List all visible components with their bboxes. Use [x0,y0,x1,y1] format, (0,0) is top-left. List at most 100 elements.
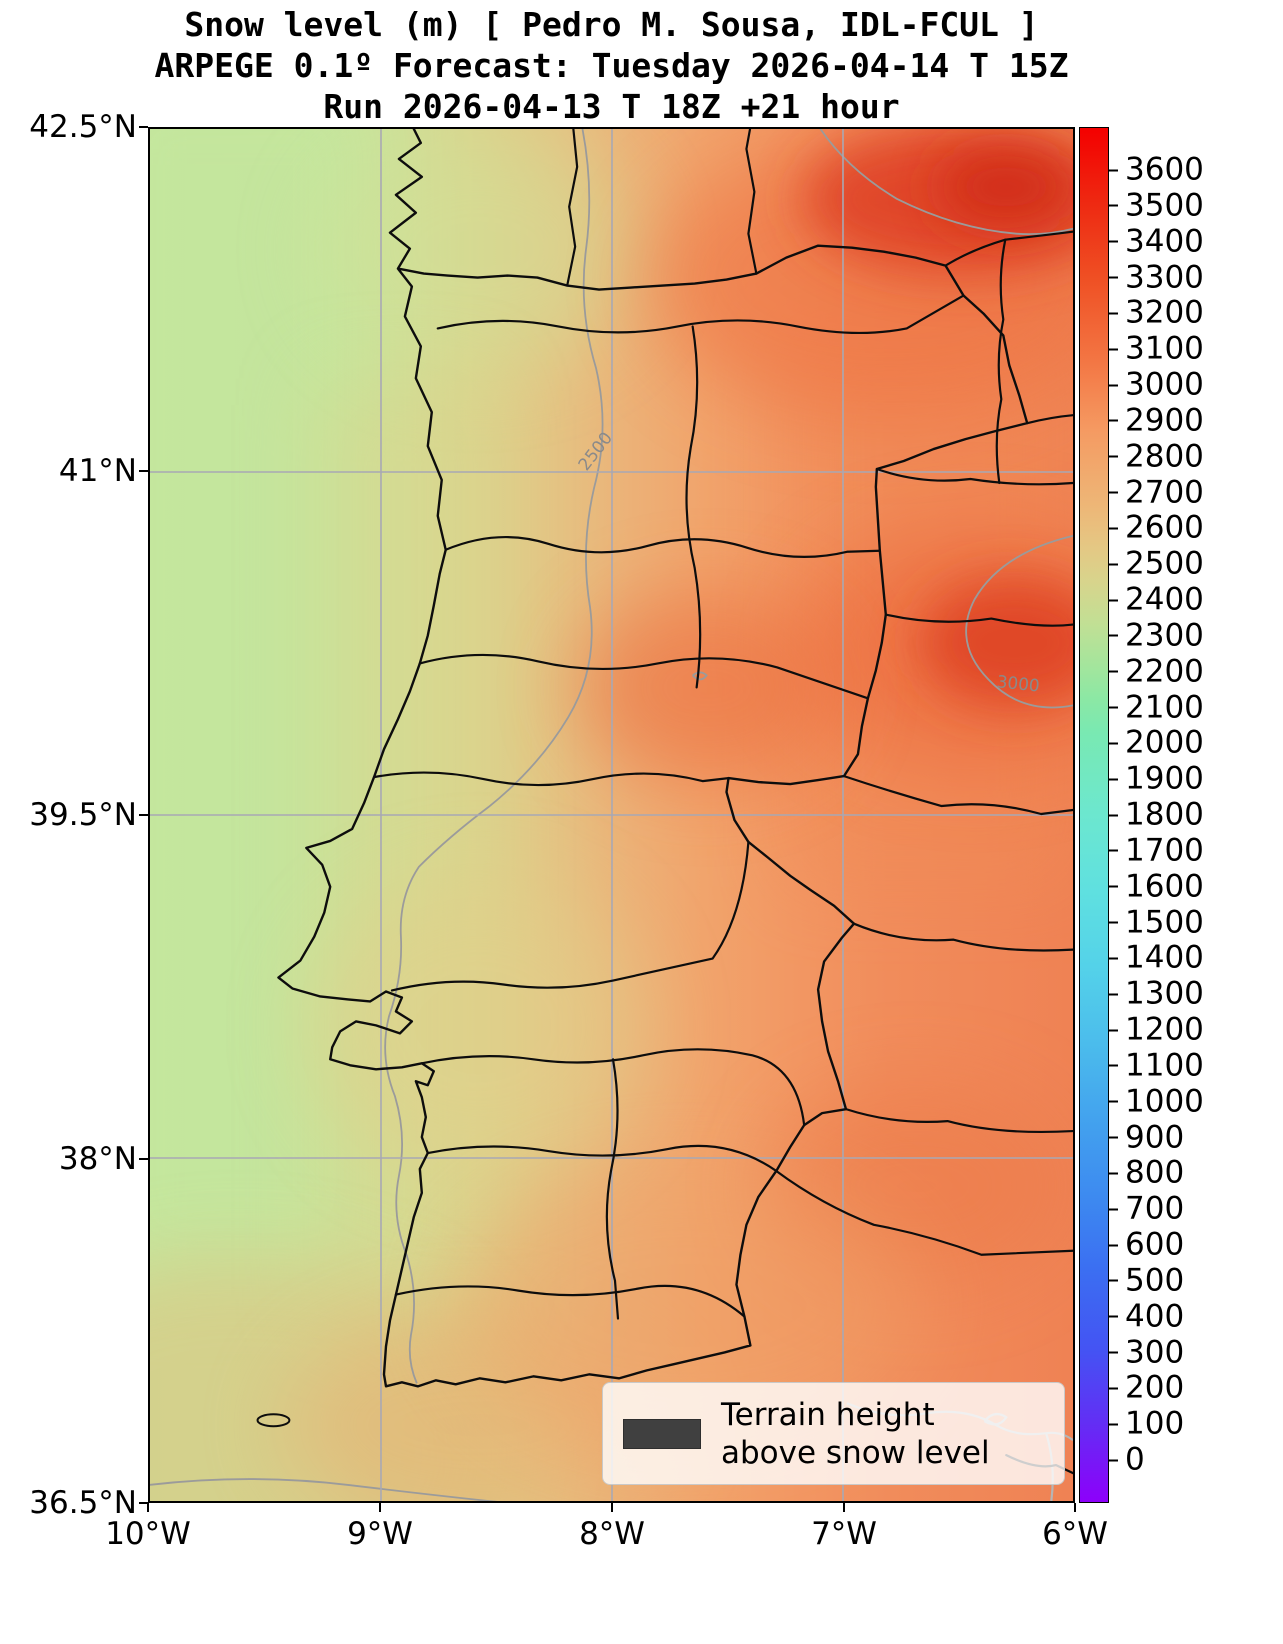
colorbar-tickmark [1109,599,1118,601]
colorbar-tick-label: 2800 [1109,441,1204,472]
colorbar-tick-label: 1800 [1109,799,1204,831]
province-line [566,129,579,287]
colorbar-tickmark [1109,778,1118,781]
province-boundaries-spain [566,129,1073,1475]
colorbar-tickmark [1109,957,1118,960]
colorbar-tickmark [1109,491,1118,494]
colorbar-tick-label: 2900 [1109,405,1204,436]
x-tick-label-4: 6°W [1042,1516,1108,1552]
x-tick-label-3: 7°W [811,1516,877,1552]
district-line [444,536,881,558]
colorbar-tickmark [1109,1136,1118,1139]
district-line [605,1058,620,1320]
title-line-2: ARPEGE 0.1º Forecast: Tuesday 2026-04-14… [154,46,1069,85]
colorbar-tickmark [1109,1351,1118,1354]
colorbar-tickmark [1109,706,1118,709]
colorbar-tick-label: 700 [1109,1193,1184,1225]
colorbar-tick-label: 500 [1109,1265,1184,1296]
x-tick-label-2: 8°W [579,1516,645,1552]
colorbar-tick-label: 2300 [1109,620,1204,651]
colorbar-tickmark [1109,1208,1118,1211]
fill-coastal-khaki [319,378,489,1326]
province-line [884,613,1073,627]
colorbar-tick-label: 3300 [1109,262,1204,293]
x-tick-label-0: 10°W [105,1516,191,1552]
fill-lisbon-sand [309,876,648,1176]
contour-3000-ne-arc [819,129,1073,236]
colorbar-tick-label: 1400 [1109,942,1204,974]
x-tickmark [379,1503,381,1512]
contour-label-3000: 3000 [996,671,1041,695]
fill-nw-green [319,129,638,369]
contour-2500-line [384,129,604,1384]
title-line-3: Run 2026-04-13 T 18Z +21 hour [323,87,900,126]
colorbar-tick-label: 2100 [1109,692,1204,723]
province-line [875,467,1073,486]
colorbar-tick-label: 2600 [1109,512,1204,544]
colorbar-tickmark [1109,1064,1118,1067]
contour-3000-east-loop [965,534,1073,709]
colorbar-tickmark [1109,1244,1118,1246]
colorbar-tickmark [1109,1459,1118,1461]
title-line-1: Snow level (m) [ Pedro M. Sousa, IDL-FCU… [184,5,1039,44]
colorbar-tick-label: 2400 [1109,584,1204,616]
colorbar-tick-label: 300 [1109,1337,1184,1368]
colorbar-tick-label: 1900 [1109,763,1204,795]
y-tickmark [139,126,148,128]
colorbar-tick-label: 400 [1109,1301,1184,1332]
district-line [418,653,869,700]
colorbar-tick-label: 3000 [1109,369,1204,401]
y-tickmark [139,1158,148,1160]
district-line [394,1284,746,1318]
fill-ne-red-core [936,148,1073,225]
colorbar-tickmark [1109,849,1118,852]
colorbar-tick-label: 0 [1109,1444,1145,1476]
colorbar-tick-label: 2500 [1109,548,1204,580]
y-tickmark [139,470,148,472]
colorbar-ticks: 3600 3500 3400 3300 3200 3100 3000 2900 2800 2700… [1109,127,1269,1503]
colorbar-tick-label: 2200 [1109,656,1204,687]
colorbar-tickmark [1109,634,1118,637]
colorbar-tick-label: 1700 [1109,835,1204,866]
x-tickmark [843,1503,845,1512]
y-tick-label-3: 38°N [58,1141,137,1177]
colorbar-tick-label: 3400 [1109,226,1204,257]
colorbar-tickmark [1109,276,1118,279]
fill-s-wash [448,1165,927,1446]
fill-e-red [919,577,1073,708]
colorbar-tick-label: 2700 [1109,477,1204,508]
colorbar-tickmark [1109,1423,1118,1426]
district-line [685,325,702,689]
colorbar-tick-label: 2000 [1109,727,1204,759]
colorbar-tick-label: 1300 [1109,978,1204,1010]
colorbar-tick-label: 1500 [1109,907,1204,938]
contour-sw-bottom [150,1478,498,1501]
colorbar-tick-label: 200 [1109,1372,1184,1404]
colorbar-tickmark [1109,1315,1118,1318]
x-tickmark [147,1503,149,1512]
colorbar-tickmark [1109,1387,1118,1390]
colorbar-tick-label: 1600 [1109,871,1204,902]
colorbar-tick-label: 900 [1109,1122,1184,1153]
colorbar-tick-label: 1000 [1109,1086,1204,1117]
colorbar-tickmark [1109,169,1118,171]
province-line [1026,414,1073,425]
title-block: Snow level (m) [ Pedro M. Sousa, IDL-FCU… [148,4,1075,127]
colorbar-tick-label: 600 [1109,1229,1184,1261]
colorbar-tickmark [1109,1172,1118,1175]
legend: Terrain height above snow level [602,1382,1065,1485]
colorbar-tick-label: 800 [1109,1157,1184,1189]
colorbar-tickmark [1109,670,1118,673]
small-lagoon-outline [256,1413,291,1428]
y-tick-label-0: 42.5°N [29,109,137,145]
province-line [844,1108,1073,1134]
map-svg: 2500 3000 [150,129,1073,1501]
colorbar-tickmark [1109,419,1118,422]
district-line [436,294,965,335]
contour-lines [150,129,1073,1501]
district-line [372,771,730,787]
coastline-and-border [277,129,1029,1388]
colorbar-tick-label: 3100 [1109,333,1204,365]
colorbar-tickmark [1109,312,1118,315]
colorbar-tickmark [1109,384,1118,386]
